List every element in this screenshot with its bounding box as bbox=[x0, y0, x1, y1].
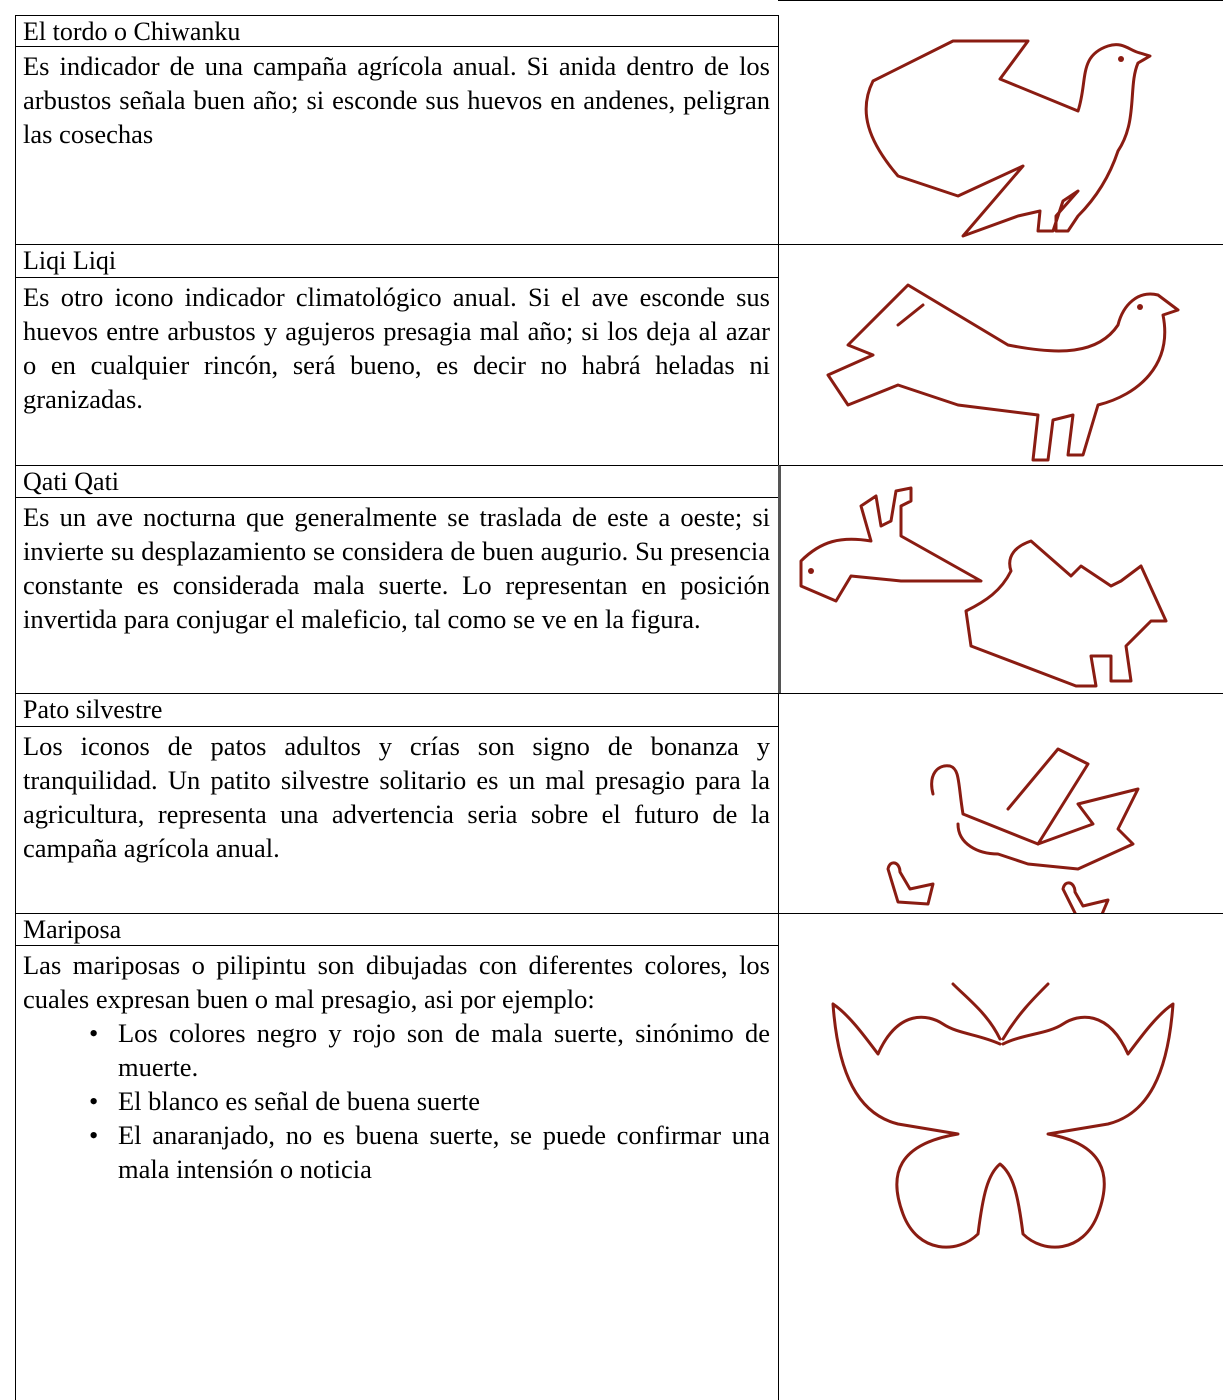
bullet-item: El blanco es señal de buena suerte bbox=[23, 1084, 770, 1118]
row-title: Mariposa bbox=[15, 913, 779, 945]
bullet-item: El anaranjado, no es buena suerte, se pu… bbox=[23, 1118, 770, 1186]
row-text: Es un ave nocturna que generalmente se t… bbox=[23, 502, 770, 634]
row-title: El tordo o Chiwanku bbox=[15, 15, 779, 46]
row-text-cell: Es un ave nocturna que generalmente se t… bbox=[15, 497, 779, 693]
butterfly-drawing bbox=[778, 913, 1223, 1376]
row-text: Los iconos de patos adultos y crías son … bbox=[23, 731, 770, 863]
row-title: Pato silvestre bbox=[15, 693, 779, 726]
qati-qati-drawing bbox=[778, 465, 1223, 693]
wild-duck-drawing bbox=[778, 693, 1223, 921]
row-text-cell: Las mariposas o pilipintu son dibujadas … bbox=[15, 945, 779, 1400]
row-text-cell: Es indicador de una campaña agrícola anu… bbox=[15, 46, 779, 244]
row-text: Es otro icono indicador climatológico an… bbox=[23, 282, 770, 414]
liqi-liqi-drawing bbox=[778, 244, 1223, 465]
row-title: Liqi Liqi bbox=[15, 244, 779, 277]
thrush-drawing bbox=[778, 0, 1223, 244]
row-title: Qati Qati bbox=[15, 465, 779, 497]
row-text-cell: Los iconos de patos adultos y crías son … bbox=[15, 726, 779, 913]
row-text: Las mariposas o pilipintu son dibujadas … bbox=[23, 950, 770, 1014]
bullet-item: Los colores negro y rojo son de mala sue… bbox=[23, 1016, 770, 1084]
row-text-cell: Es otro icono indicador climatológico an… bbox=[15, 277, 779, 465]
row-text: Es indicador de una campaña agrícola anu… bbox=[23, 51, 770, 149]
bullet-list: Los colores negro y rojo son de mala sue… bbox=[23, 1016, 770, 1186]
